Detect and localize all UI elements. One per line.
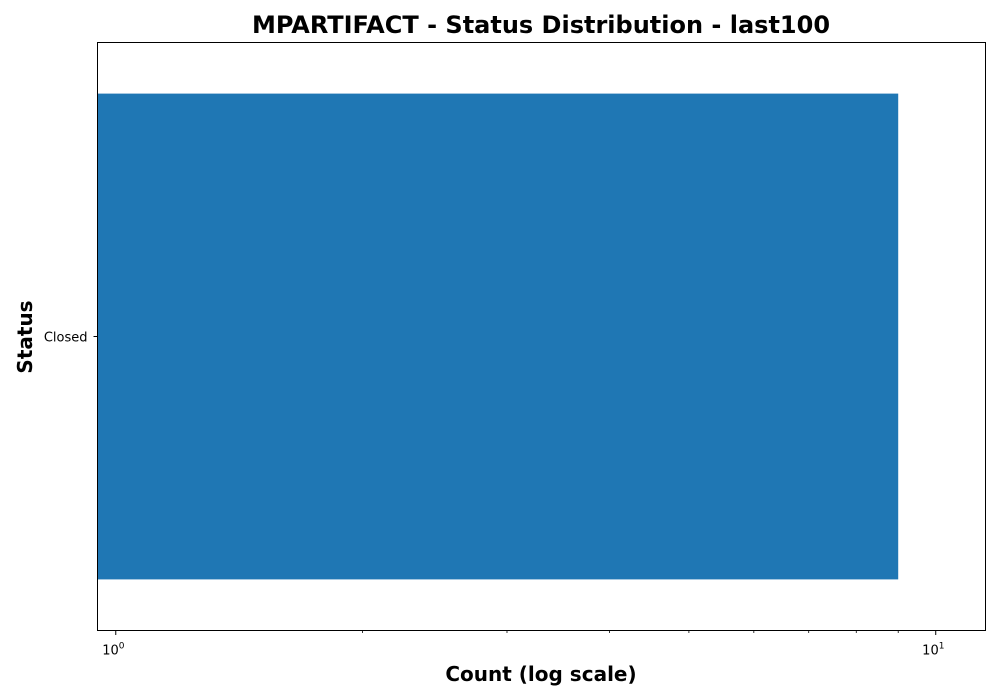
plot-frame: [97, 42, 986, 631]
y-axis-ticks: Closed: [44, 331, 98, 346]
y-axis-label: Status: [13, 300, 37, 373]
x-tick-label: 10: [102, 644, 119, 659]
y-tick-label: Closed: [44, 331, 88, 346]
chart-title: MPARTIFACT - Status Distribution - last1…: [252, 11, 830, 39]
x-tick-exponent: 1: [939, 642, 945, 652]
x-axis-ticks: 10 0 10 1: [102, 630, 945, 659]
x-axis-label: Count (log scale): [445, 662, 636, 686]
x-tick-label: 10: [922, 644, 939, 659]
x-tick-exponent: 0: [119, 642, 125, 652]
bar-closed: [97, 93, 899, 580]
bars: [97, 93, 899, 580]
